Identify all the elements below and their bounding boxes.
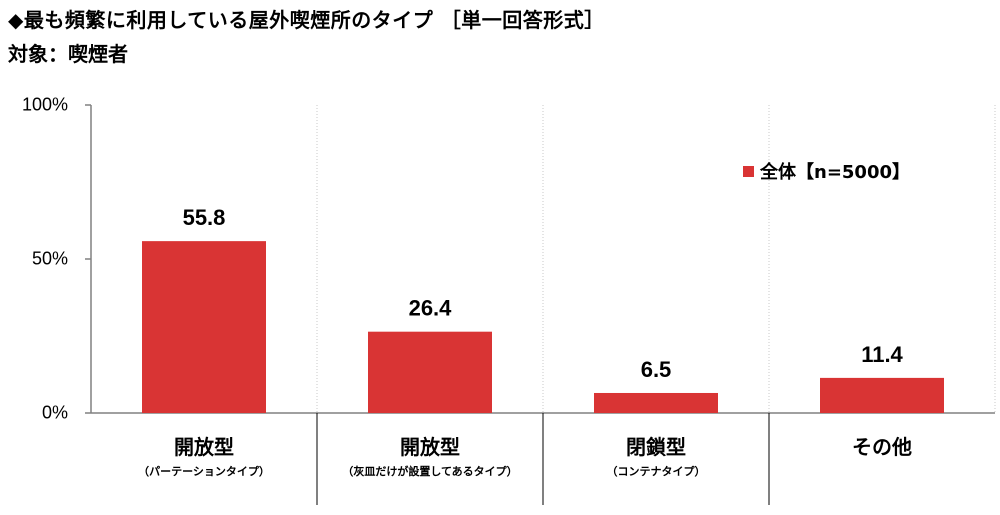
bar-1 [142, 241, 266, 413]
legend-swatch [743, 165, 754, 177]
value-label-4: 11.4 [861, 342, 903, 367]
y-tick-label-50: 50% [31, 248, 68, 269]
chart-subtitle: 対象：喫煙者 [8, 42, 128, 66]
bar-4 [820, 377, 944, 413]
y-tick-label-0: 0% [41, 402, 68, 423]
category-label-4: その他 [852, 435, 912, 459]
y-tick-label-100: 100% [21, 94, 68, 115]
category-note-1: （パーテーションタイプ） [138, 465, 270, 478]
chart-title: ◆最も頻繁に利用している屋外喫煙所のタイプ ［単一回答形式］ [8, 8, 605, 32]
category-note-3: （コンテナタイプ） [606, 465, 706, 478]
legend-label: 全体【n=5000】 [760, 162, 910, 183]
category-label-1: 開放型 [174, 435, 234, 459]
category-note-2: （灰皿だけが設置してあるタイプ） [342, 465, 518, 478]
bar-3 [594, 392, 718, 413]
bar-2 [368, 331, 492, 413]
category-label-2: 開放型 [400, 435, 460, 459]
value-label-1: 55.8 [183, 205, 226, 230]
category-label-3: 閉鎖型 [626, 435, 686, 459]
value-label-2: 26.4 [409, 296, 453, 321]
legend: 全体【n=5000】 [743, 158, 910, 184]
value-label-3: 6.5 [641, 357, 672, 382]
